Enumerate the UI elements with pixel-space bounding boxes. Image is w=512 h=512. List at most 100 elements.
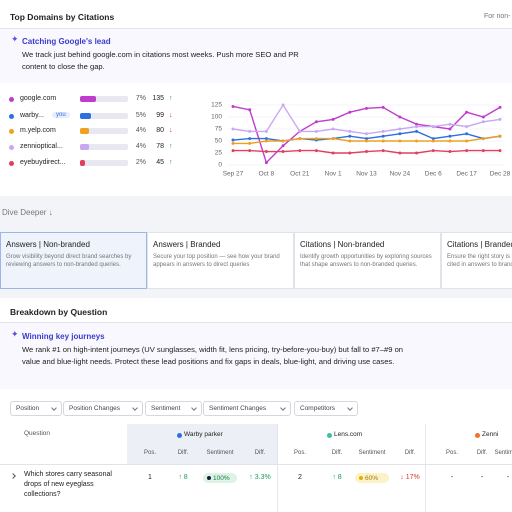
domain-name: eyebuydirect...: [20, 159, 66, 166]
divider: [0, 322, 512, 323]
data-point: [348, 110, 352, 114]
data-point: [398, 127, 402, 131]
nav-card[interactable]: Citations | Non-branded Identify growth o…: [294, 232, 441, 289]
sub-header: Diff.: [331, 450, 343, 456]
group-dot: [177, 433, 182, 438]
cell: -: [480, 474, 484, 481]
data-point: [331, 127, 335, 131]
share-bar: [80, 113, 92, 119]
data-point: [365, 132, 368, 136]
trend: ↑: [169, 143, 173, 150]
insight-text: We rank #1 on high-intent journeys (UV s…: [22, 345, 404, 366]
data-point: [481, 115, 485, 119]
share-bar: [80, 144, 90, 150]
data-point: [381, 139, 385, 143]
x-tick-label: Dec 6: [425, 171, 442, 178]
column-header: Question: [24, 430, 51, 437]
filter-label: Position Changes: [69, 405, 120, 412]
y-tick-label: 100: [211, 114, 222, 121]
data-point: [481, 137, 485, 141]
question: Which stores carry seasonal drops of new…: [24, 471, 112, 498]
nav-card[interactable]: Citations | Branded Ensure the right stor…: [441, 232, 512, 289]
insight-box: [0, 323, 512, 389]
card-text: Grow visibility beyond direct brand sear…: [6, 254, 132, 268]
data-point: [415, 122, 419, 126]
data-point: [331, 117, 335, 121]
sub-header: Pos.: [143, 450, 156, 456]
card-title: Answers | Branded: [153, 240, 221, 249]
data-point: [231, 149, 235, 153]
data-point: [298, 149, 302, 153]
citations: 135: [152, 95, 164, 102]
insight-text: We track just behind google.com in citat…: [22, 50, 299, 71]
data-point: [498, 134, 502, 138]
you-badge: you: [52, 112, 70, 118]
x-tick-label: Nov 24: [390, 171, 411, 178]
group-name: Lens.com: [334, 431, 363, 438]
y-tick-label: 75: [215, 126, 223, 133]
sub-header: Sentiment: [358, 450, 386, 456]
trend: ↓: [169, 127, 173, 134]
insight-title: Catching Google's lead: [22, 37, 111, 46]
line-chart: 0 25 50 75 100 125 Sep 27 Oct 8 Oct 21 Nov 1 Nov 1…: [211, 102, 511, 178]
data-point: [365, 139, 368, 143]
x-tick-label: Nov 13: [356, 171, 377, 178]
data-point: [398, 151, 402, 155]
cell: 2: [298, 474, 302, 481]
share-label: 4%: [135, 127, 146, 134]
data-point: [314, 137, 318, 141]
data-point: [231, 104, 235, 108]
nav-card[interactable]: Answers | Branded Secure your top positio…: [147, 232, 294, 289]
filter-dropdown[interactable]: Position: [10, 401, 62, 416]
data-point: [381, 149, 385, 153]
filter-dropdown[interactable]: Sentiment Changes: [203, 401, 291, 416]
header-line: [0, 464, 512, 465]
data-point: [298, 137, 302, 141]
data-point: [264, 161, 268, 165]
x-tick-label: Sep 27: [223, 171, 244, 178]
data-point: [465, 149, 469, 153]
sub-header: Pos.: [293, 450, 306, 456]
share-track: [80, 96, 128, 102]
data-point: [314, 129, 318, 133]
legend-dot: [9, 113, 14, 119]
chevron: [191, 405, 197, 411]
data-point: [498, 149, 502, 153]
sentiment-value: 60%: [365, 474, 379, 482]
expand-chevron[interactable]: [10, 473, 16, 479]
sub-header: Sentiment: [206, 450, 234, 456]
filter-dropdown[interactable]: Position Changes: [63, 401, 143, 416]
trend: ↑: [169, 95, 173, 102]
domain-name: warby...: [20, 112, 44, 119]
data-point: [498, 117, 502, 121]
group-name: Warby parker: [184, 431, 223, 438]
citations: 78: [156, 143, 164, 150]
filter-dropdown[interactable]: Sentiment: [145, 401, 202, 416]
data-point: [365, 106, 368, 110]
section-title: Breakdown by Question: [10, 307, 108, 317]
data-point: [248, 129, 252, 133]
data-point: [415, 125, 419, 129]
share-track: [80, 160, 128, 166]
data-point: [365, 137, 368, 141]
data-point: [248, 141, 252, 145]
sub-header: Pos.: [445, 450, 458, 456]
data-point: [415, 151, 419, 155]
filter-dropdown[interactable]: Competitors: [294, 401, 358, 416]
data-point: [431, 137, 435, 141]
data-point: [498, 105, 502, 109]
data-point: [264, 150, 268, 154]
sentiment-pill: 60%: [355, 473, 389, 483]
card-title: Citations | Non-branded: [300, 240, 385, 249]
trend: ↑: [169, 159, 173, 166]
group-divider: [425, 424, 426, 512]
insight-title: Winning key journeys: [22, 332, 105, 341]
share-bar: [80, 160, 85, 166]
cell: 1: [148, 474, 152, 481]
legend-dot: [9, 96, 14, 102]
nav-card[interactable]: Answers | Non-branded Grow visibility bey…: [0, 232, 147, 289]
data-point: [281, 150, 285, 154]
share-track: [80, 144, 128, 150]
data-point: [314, 149, 318, 153]
